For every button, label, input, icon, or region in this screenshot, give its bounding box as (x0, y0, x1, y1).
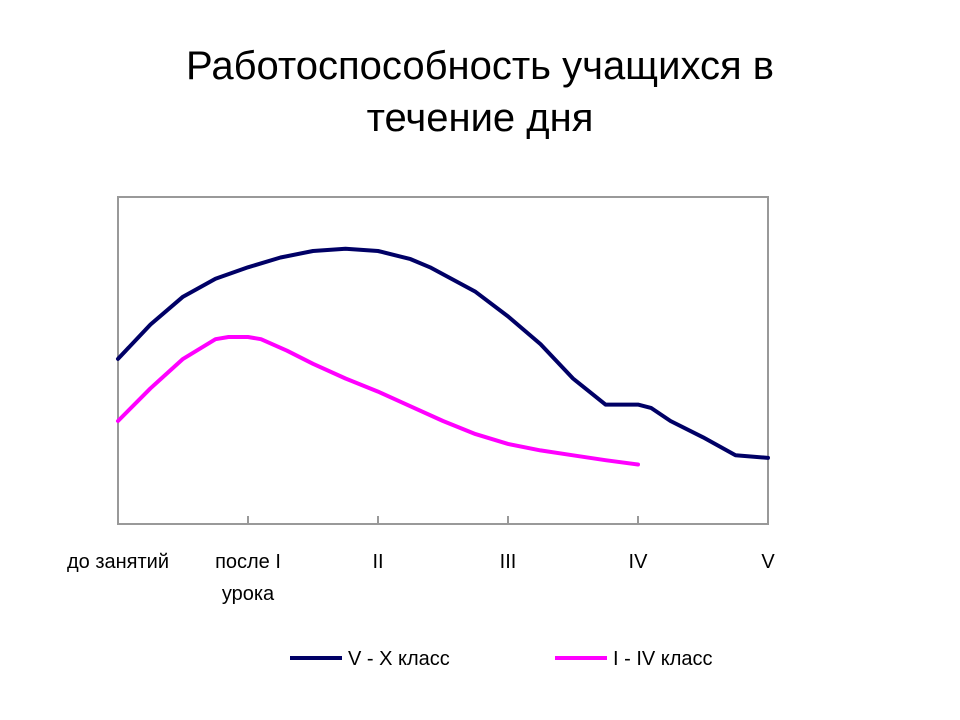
page-title: Работоспособность учащихся в течение дня (80, 40, 880, 144)
x-axis-ticks (117, 516, 769, 524)
x-tick-label: до занятий (67, 551, 169, 573)
plot-area (117, 196, 769, 525)
x-tick-label-line: III (500, 551, 517, 573)
x-tick-label: II (372, 551, 383, 573)
series-line-2 (116, 335, 640, 467)
x-tick-label: III (500, 551, 517, 573)
title-line-1: Работоспособность учащихся в (185, 44, 775, 88)
title-line-2: течение дня (366, 96, 594, 140)
x-tick-label-line: V (761, 551, 775, 573)
legend: V - X класс I - IV класс (290, 648, 713, 670)
x-tick-label-line: II (372, 551, 383, 573)
legend-label-2: I - IV класс (613, 648, 713, 670)
x-tick-label-line: IV (629, 551, 649, 573)
series-line-1 (116, 246, 770, 460)
series-lines (116, 246, 770, 467)
x-tick-label: IV (629, 551, 649, 573)
x-tick-label: V (761, 551, 775, 573)
x-tick-label: после I урока (215, 551, 281, 605)
legend-label-1: V - X класс (348, 648, 450, 670)
x-tick-label-line: до занятий (67, 551, 169, 573)
x-tick-label-line: после I (215, 551, 281, 573)
x-tick-label-line: урока (222, 583, 275, 605)
